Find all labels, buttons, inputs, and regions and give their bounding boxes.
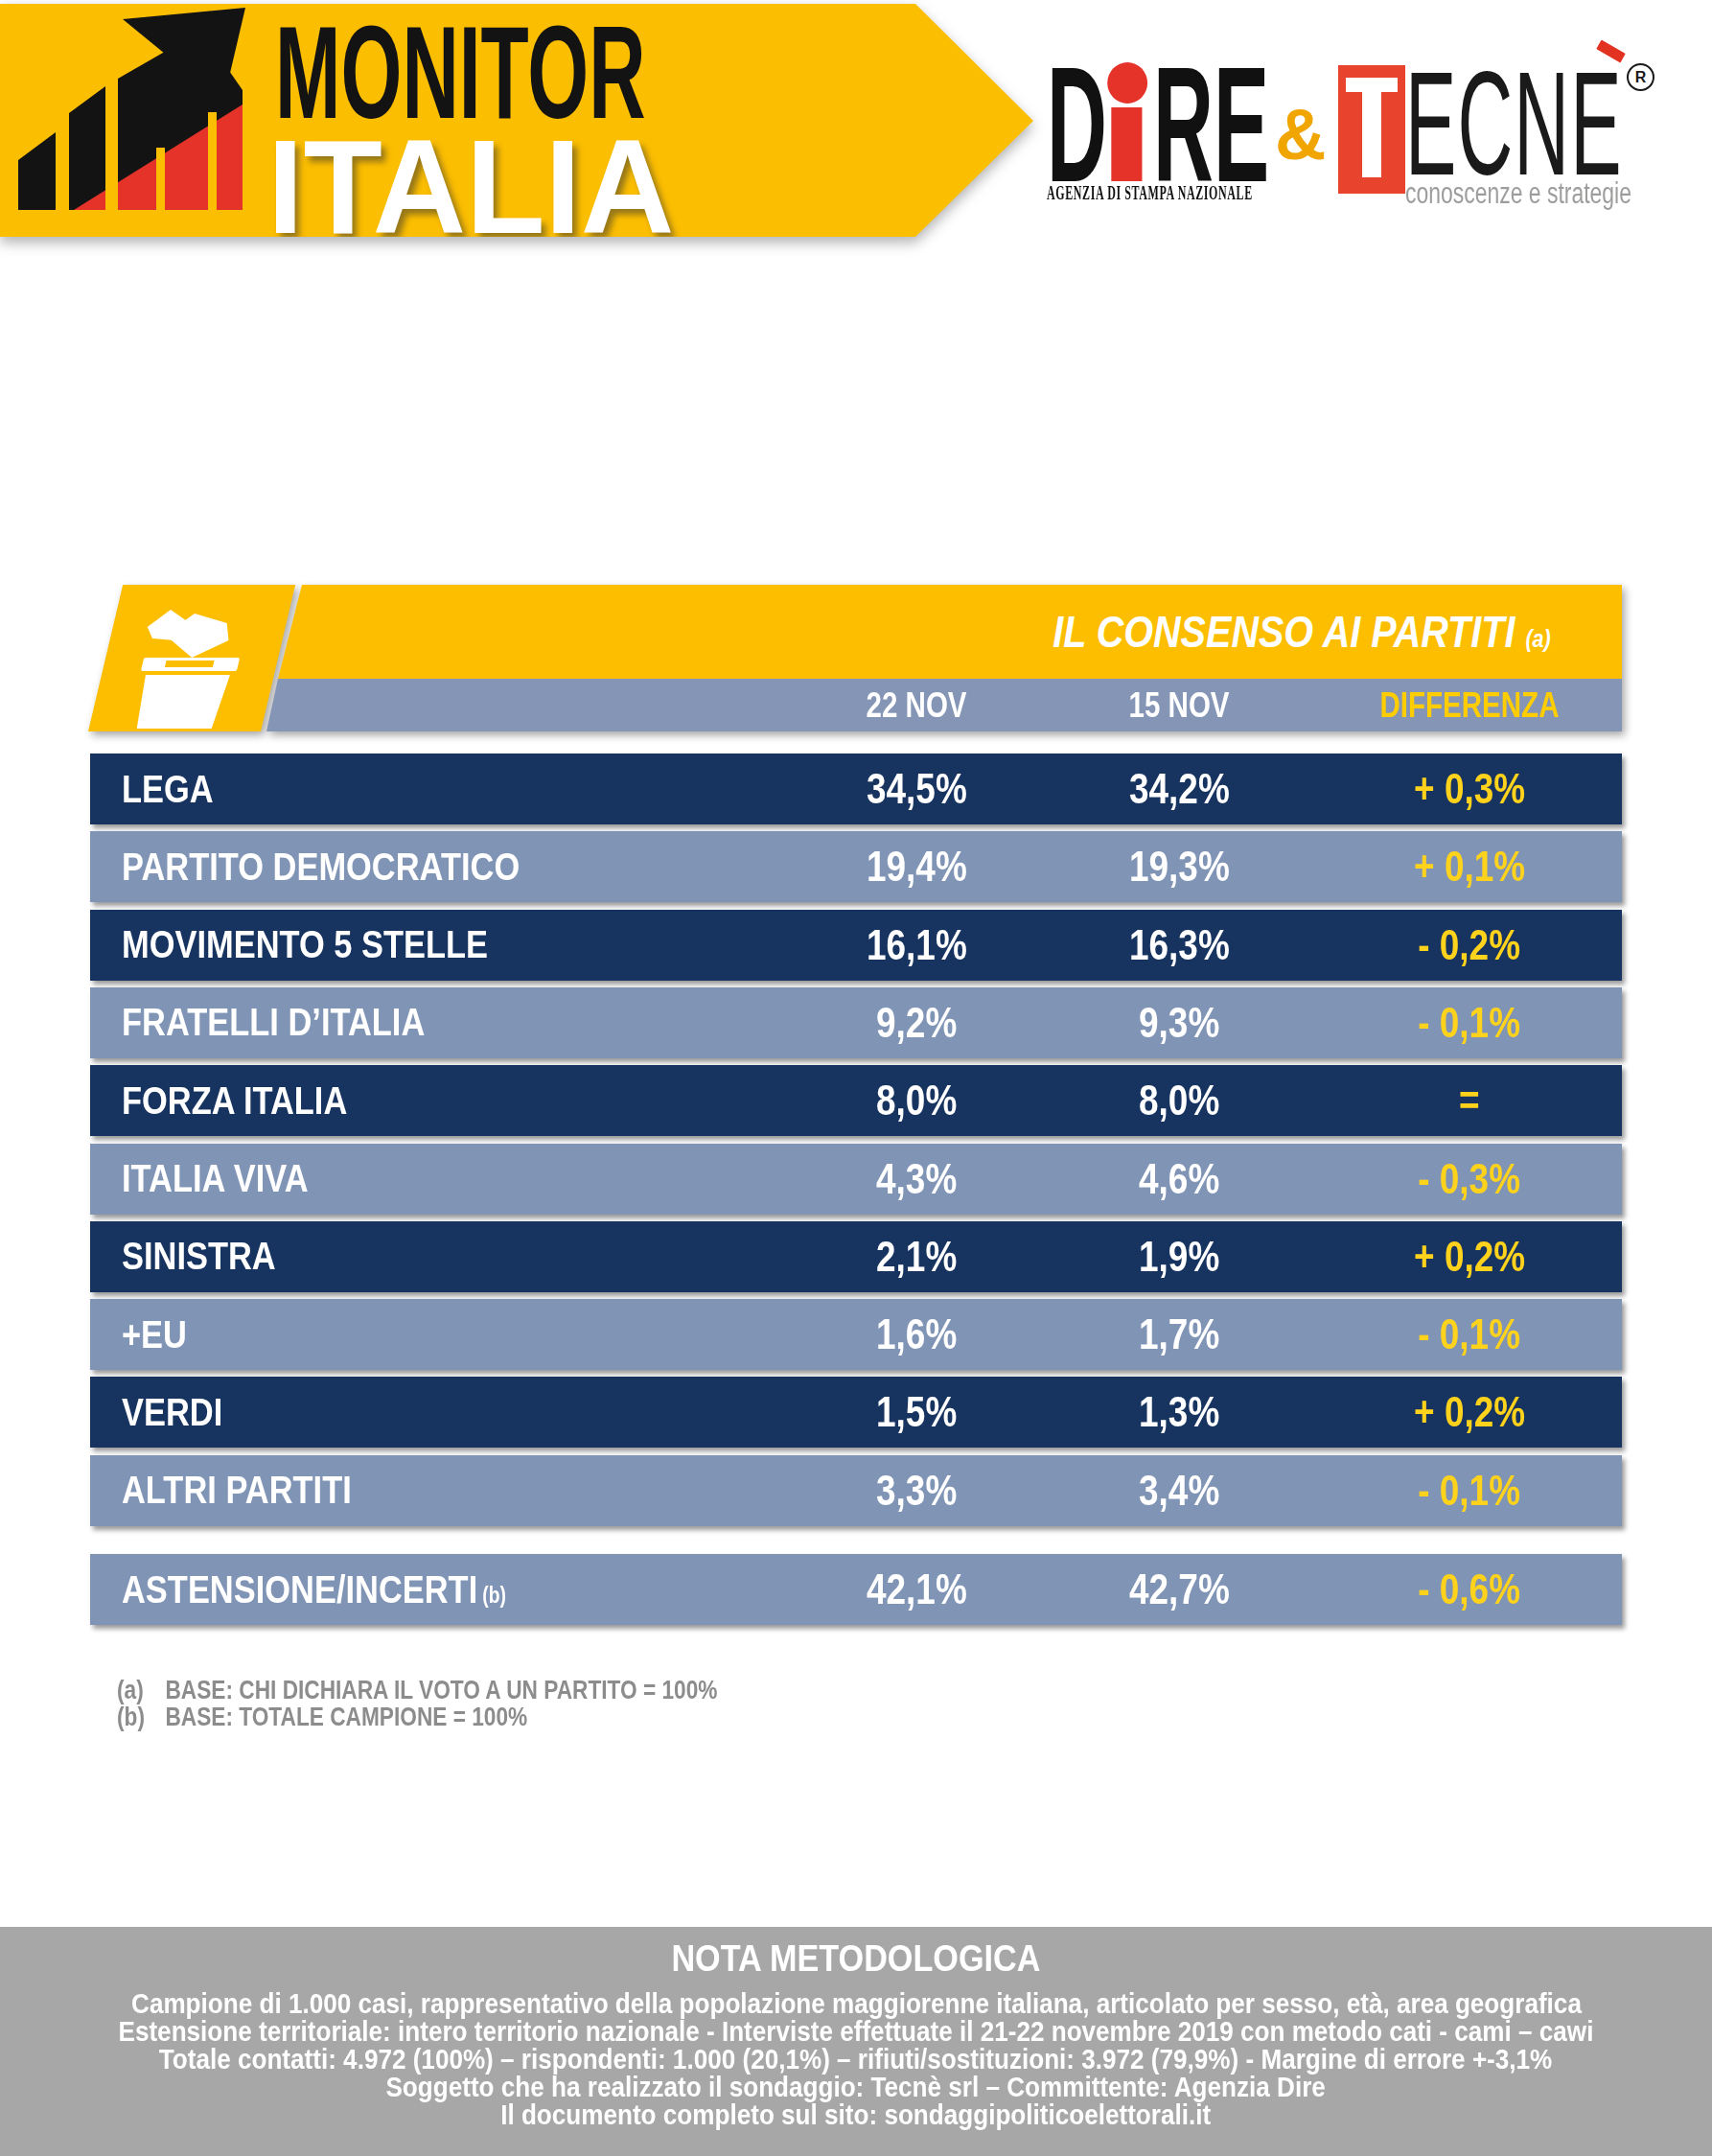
table-row: PARTITO DEMOCRATICO 19,4% 19,3% + 0,1% [90,831,1622,902]
value-diff: - 0,1% [1316,987,1623,1058]
nota-line: Totale contatti: 4.972 (100%) – risponde… [81,2046,1630,2074]
party-name: VERDI [122,1377,242,1448]
value-22nov: 16,1% [763,910,1070,981]
value-22nov: 1,6% [763,1299,1070,1370]
value-22nov: 42,1% [763,1554,1070,1625]
table-row: ITALIA VIVA 4,3% 4,6% - 0,3% [90,1144,1622,1215]
table-row: SINISTRA 2,1% 1,9% + 0,2% [90,1221,1622,1292]
value-diff: - 0,1% [1316,1455,1623,1526]
nota-line: Soggetto che ha realizzato il sondaggio:… [334,2074,1377,2101]
value-diff: - 0,1% [1316,1299,1623,1370]
banner-arrow: MONITOR ITALIA [0,4,1035,237]
dire-i-letter [1107,61,1153,181]
nota-title: NOTA METODOLOGICA [0,1938,1712,1980]
value-22nov: 19,4% [763,831,1070,902]
party-name: +EU [122,1299,199,1370]
value-15nov: 1,7% [1026,1299,1332,1370]
nota-metodologica: NOTA METODOLOGICA Campione di 1.000 casi… [0,1927,1712,2156]
tecne-logo-box [1338,65,1405,194]
table-row: FRATELLI D’ITALIA 9,2% 9,3% - 0,1% [90,987,1622,1058]
poll-table: IL CONSENSO AI PARTITI (a) 22 NOV 15 NOV… [90,585,1622,1783]
party-name: FORZA ITALIA [122,1065,390,1136]
footnote: (b)BASE: TOTALE CAMPIONE = 100% [117,1703,606,1732]
value-diff: = [1316,1065,1623,1136]
party-name: PARTITO DEMOCRATICO [122,831,595,902]
value-22nov: 34,5% [763,753,1070,824]
table-row: ASTENSIONE/INCERTI(b) 42,1% 42,7% - 0,6% [90,1554,1622,1625]
value-diff: + 0,1% [1316,831,1623,902]
footnote: (a)BASE: CHI DICHIARA IL VOTO A UN PARTI… [117,1676,832,1705]
value-diff: - 0,2% [1316,910,1623,981]
value-15nov: 9,3% [1026,987,1332,1058]
value-15nov: 34,2% [1026,753,1332,824]
party-name: MOVIMENTO 5 STELLE [122,910,558,981]
tecne-wordmark: ECNE [1405,50,1712,197]
ballot-box-icon [88,585,295,731]
value-diff: + 0,2% [1316,1377,1623,1448]
table-title-note: (a) [1525,625,1550,652]
table-row: ALTRI PARTITI 3,3% 3,4% - 0,1% [90,1455,1622,1526]
col-differenza: DIFFERENZA [1316,679,1623,731]
nota-lines: Campione di 1.000 casi, rappresentativo … [0,1990,1712,2129]
header-banner: MONITOR ITALIA [0,4,1054,238]
brand-italia: ITALIA [267,120,687,253]
party-name: ALTRI PARTITI [122,1455,395,1526]
nota-line: Campione di 1.000 casi, rappresentativo … [51,1990,1662,2018]
table-row: VERDI 1,5% 1,3% + 0,2% [90,1377,1622,1448]
party-name: LEGA [122,753,231,824]
value-15nov: 19,3% [1026,831,1332,902]
registered-icon: R [1627,63,1654,91]
value-15nov: 1,9% [1026,1221,1332,1292]
monitor-chart-logo [0,4,249,211]
value-diff: + 0,2% [1316,1221,1623,1292]
value-diff: - 0,6% [1316,1554,1623,1625]
value-15nov: 4,6% [1026,1144,1332,1215]
value-diff: + 0,3% [1316,753,1623,824]
value-15nov: 42,7% [1026,1554,1332,1625]
table-title-bar: IL CONSENSO AI PARTITI (a) [90,585,1622,679]
party-name: SINISTRA [122,1221,305,1292]
table-row: LEGA 34,5% 34,2% + 0,3% [90,753,1622,824]
value-15nov: 16,3% [1026,910,1332,981]
value-15nov: 8,0% [1026,1065,1332,1136]
ampersand: & [1275,100,1326,171]
col-15nov: 15 NOV [1026,679,1332,731]
party-name: ASTENSIONE/INCERTI(b) [122,1554,579,1625]
value-22nov: 3,3% [763,1455,1070,1526]
table-title: IL CONSENSO AI PARTITI (a) [1012,585,1591,679]
value-diff: - 0,3% [1316,1144,1623,1215]
value-15nov: 3,4% [1026,1455,1332,1526]
tecne-tagline: conoscenze e strategie [1405,176,1711,211]
table-column-header: 22 NOV 15 NOV DIFFERENZA [90,679,1622,731]
table-row: +EU 1,6% 1,7% - 0,1% [90,1299,1622,1370]
party-name: ITALIA VIVA [122,1144,344,1215]
value-22nov: 1,5% [763,1377,1070,1448]
value-22nov: 9,2% [763,987,1070,1058]
nota-line: Estensione territoriale: intero territor… [36,2018,1676,2046]
value-15nov: 1,3% [1026,1377,1332,1448]
party-name: FRATELLI D’ITALIA [122,987,483,1058]
value-22nov: 4,3% [763,1144,1070,1215]
table-row: MOVIMENTO 5 STELLE 16,1% 16,3% - 0,2% [90,910,1622,981]
table-row: FORZA ITALIA 8,0% 8,0% = [90,1065,1622,1136]
col-22nov: 22 NOV [763,679,1070,731]
value-22nov: 8,0% [763,1065,1070,1136]
value-22nov: 2,1% [763,1221,1070,1292]
nota-line: Il documento completo sul sito: sondaggi… [461,2101,1250,2129]
